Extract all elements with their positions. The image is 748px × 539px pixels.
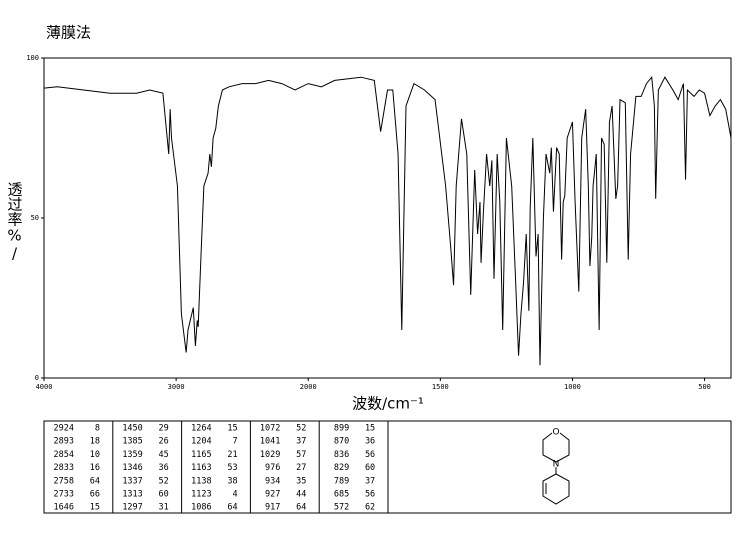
transmittance: 31 bbox=[159, 503, 169, 513]
transmittance: 8 bbox=[95, 424, 100, 434]
transmittance: 52 bbox=[159, 476, 169, 486]
wavenumber: 976 bbox=[265, 463, 280, 473]
y-tick-label: 50 bbox=[31, 214, 39, 222]
wavenumber: 2758 bbox=[54, 476, 74, 486]
wavenumber: 1138 bbox=[191, 476, 211, 486]
x-tick-label: 2000 bbox=[300, 383, 317, 391]
peak-table: 2924 8 2893 18 2854 10 2833 16 2758 64 2733 66 1646 1… bbox=[43, 420, 732, 514]
transmittance: 36 bbox=[159, 463, 169, 473]
transmittance: 64 bbox=[90, 476, 100, 486]
transmittance: 27 bbox=[296, 463, 306, 473]
wavenumber: 685 bbox=[334, 490, 349, 500]
wavenumber: 1029 bbox=[260, 450, 280, 460]
wavenumber: 2733 bbox=[54, 490, 74, 500]
transmittance: 64 bbox=[227, 503, 237, 513]
wavenumber: 1086 bbox=[191, 503, 211, 513]
x-tick-label: 500 bbox=[698, 383, 711, 391]
x-tick-label: 1500 bbox=[432, 383, 449, 391]
transmittance: 18 bbox=[90, 437, 100, 447]
molecule bbox=[542, 432, 570, 505]
transmittance: 35 bbox=[296, 476, 306, 486]
wavenumber: 1072 bbox=[260, 424, 280, 434]
wavenumber: 2893 bbox=[54, 437, 74, 447]
transmittance: 66 bbox=[90, 490, 100, 500]
atom-label: N bbox=[553, 460, 560, 470]
atom-label: O bbox=[552, 428, 559, 438]
wavenumber: 1165 bbox=[191, 450, 211, 460]
wavenumber: 2924 bbox=[54, 424, 74, 434]
x-tick-label: 1000 bbox=[564, 383, 581, 391]
spectrum-line bbox=[43, 75, 732, 366]
transmittance: 10 bbox=[90, 450, 100, 460]
transmittance: 7 bbox=[232, 437, 237, 447]
plot-frame bbox=[43, 57, 732, 379]
wavenumber: 1450 bbox=[122, 424, 142, 434]
transmittance: 44 bbox=[296, 490, 306, 500]
transmittance: 37 bbox=[296, 437, 306, 447]
wavenumber: 572 bbox=[334, 503, 349, 513]
x-tick-label: 4000 bbox=[36, 383, 53, 391]
transmittance: 26 bbox=[159, 437, 169, 447]
wavenumber: 870 bbox=[334, 437, 349, 447]
transmittance: 21 bbox=[227, 450, 237, 460]
wavenumber: 927 bbox=[265, 490, 280, 500]
wavenumber: 1163 bbox=[191, 463, 211, 473]
wavenumber: 917 bbox=[265, 503, 280, 513]
wavenumber: 829 bbox=[334, 463, 349, 473]
transmittance: 29 bbox=[159, 424, 169, 434]
y-tick-label: 0 bbox=[35, 374, 39, 382]
x-tick-label: 3000 bbox=[168, 383, 185, 391]
transmittance: 60 bbox=[159, 490, 169, 500]
transmittance: 38 bbox=[227, 476, 237, 486]
transmittance: 15 bbox=[90, 503, 100, 513]
transmittance: 4 bbox=[232, 490, 237, 500]
wavenumber: 1359 bbox=[122, 450, 142, 460]
chart-title: 薄膜法 bbox=[46, 24, 91, 42]
morpholine-ring bbox=[542, 432, 570, 463]
wavenumber: 836 bbox=[334, 450, 349, 460]
transmittance: 62 bbox=[365, 503, 375, 513]
wavenumber: 1385 bbox=[122, 437, 142, 447]
y-axis-label: 透过率%/ bbox=[6, 182, 24, 263]
transmittance: 52 bbox=[296, 424, 306, 434]
transmittance: 64 bbox=[296, 503, 306, 513]
wavenumber: 1313 bbox=[122, 490, 142, 500]
wavenumber: 1346 bbox=[122, 463, 142, 473]
cyclohexene-ring bbox=[542, 473, 570, 505]
transmittance: 16 bbox=[90, 463, 100, 473]
transmittance: 15 bbox=[227, 424, 237, 434]
transmittance: 15 bbox=[365, 424, 375, 434]
wavenumber: 1264 bbox=[191, 424, 211, 434]
transmittance: 56 bbox=[365, 490, 375, 500]
y-tick-label: 100 bbox=[26, 54, 39, 62]
wavenumber: 2854 bbox=[54, 450, 74, 460]
wavenumber: 1337 bbox=[122, 476, 142, 486]
transmittance: 56 bbox=[365, 450, 375, 460]
wavenumber: 1297 bbox=[122, 503, 142, 513]
wavenumber: 2833 bbox=[54, 463, 74, 473]
wavenumber: 1646 bbox=[54, 503, 74, 513]
transmittance: 60 bbox=[365, 463, 375, 473]
transmittance: 45 bbox=[159, 450, 169, 460]
wavenumber: 1123 bbox=[191, 490, 211, 500]
transmittance: 36 bbox=[365, 437, 375, 447]
wavenumber: 899 bbox=[334, 424, 349, 434]
transmittance: 57 bbox=[296, 450, 306, 460]
wavenumber: 789 bbox=[334, 476, 349, 486]
wavenumber: 1041 bbox=[260, 437, 280, 447]
wavenumber: 934 bbox=[265, 476, 280, 486]
transmittance: 53 bbox=[227, 463, 237, 473]
transmittance: 37 bbox=[365, 476, 375, 486]
x-axis-label: 波数/cm⁻¹ bbox=[352, 395, 424, 413]
wavenumber: 1204 bbox=[191, 437, 211, 447]
